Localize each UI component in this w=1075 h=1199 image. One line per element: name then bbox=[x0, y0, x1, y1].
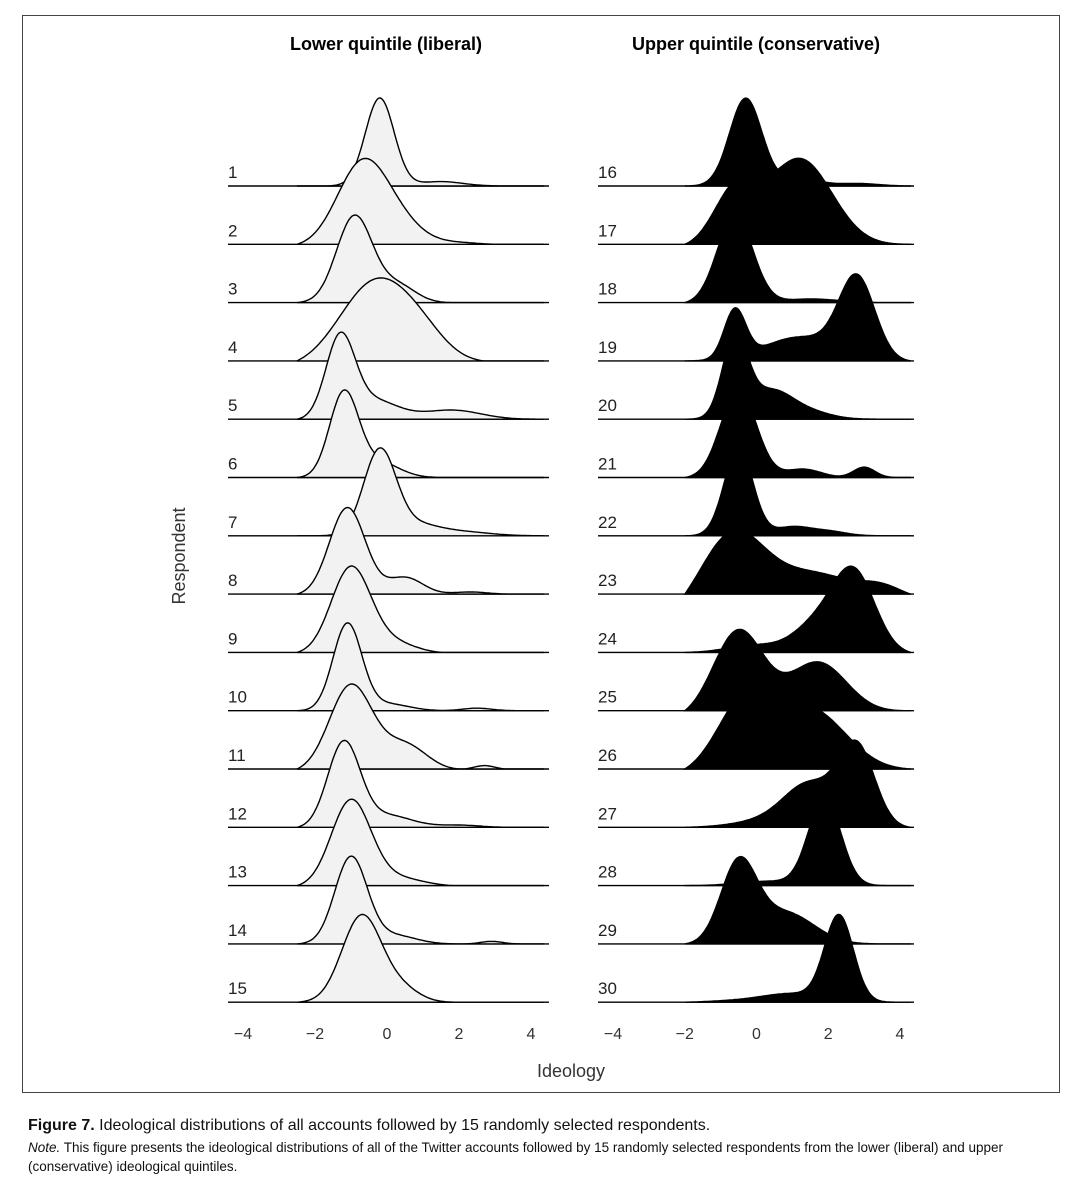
respondent-label-11: 11 bbox=[228, 746, 246, 765]
respondent-label-28: 28 bbox=[598, 863, 617, 882]
respondent-label-1: 1 bbox=[228, 163, 237, 182]
respondent-label-25: 25 bbox=[598, 688, 617, 707]
caption-note-label: Note. bbox=[28, 1140, 61, 1155]
ridge-15: 15 bbox=[228, 913, 549, 1003]
respondent-label-18: 18 bbox=[598, 280, 617, 299]
respondent-label-19: 19 bbox=[598, 338, 617, 357]
x-tick-label: 4 bbox=[896, 1026, 905, 1043]
density-curve-8 bbox=[296, 506, 549, 595]
respondent-label-26: 26 bbox=[598, 746, 617, 765]
density-curve-11 bbox=[296, 683, 549, 770]
density-curve-25 bbox=[682, 628, 911, 712]
density-curve-5 bbox=[296, 331, 549, 420]
density-curve-28 bbox=[684, 796, 911, 887]
ridge-27: 27 bbox=[598, 739, 914, 828]
ridgeline-chart: Lower quintile (liberal) Upper quintile … bbox=[169, 34, 914, 1081]
density-curve-9 bbox=[296, 565, 549, 654]
respondent-label-6: 6 bbox=[228, 455, 237, 474]
density-curve-4 bbox=[296, 277, 549, 362]
ridge-22: 22 bbox=[598, 447, 914, 537]
ridge-16: 16 bbox=[598, 97, 914, 187]
caption-figure-text: Ideological distributions of all account… bbox=[99, 1117, 711, 1134]
respondent-label-3: 3 bbox=[228, 280, 237, 299]
respondent-label-10: 10 bbox=[228, 688, 247, 707]
x-tick-label: 2 bbox=[824, 1026, 833, 1043]
x-tick-label: 0 bbox=[752, 1026, 761, 1043]
density-curve-27 bbox=[684, 739, 911, 828]
respondent-label-4: 4 bbox=[228, 338, 237, 357]
respondent-label-2: 2 bbox=[228, 221, 237, 240]
x-tick-label: −4 bbox=[604, 1026, 622, 1043]
density-curve-13 bbox=[296, 798, 549, 887]
ridge-29: 29 bbox=[598, 855, 914, 945]
respondent-label-5: 5 bbox=[228, 396, 237, 415]
x-tick-label: −2 bbox=[676, 1026, 694, 1043]
x-axis-title: Ideology bbox=[537, 1061, 605, 1081]
respondent-label-22: 22 bbox=[598, 513, 617, 532]
panel-title-conservative: Upper quintile (conservative) bbox=[632, 34, 880, 54]
respondent-label-14: 14 bbox=[228, 921, 247, 940]
ridge-5: 5 bbox=[228, 331, 549, 420]
figure-frame bbox=[22, 15, 1060, 1093]
ridge-1: 1 bbox=[228, 97, 549, 187]
y-axis-title: Respondent bbox=[169, 507, 189, 604]
caption-figure-label: Figure 7. bbox=[28, 1117, 95, 1134]
x-tick-label: −4 bbox=[234, 1026, 252, 1043]
respondent-label-24: 24 bbox=[598, 629, 617, 648]
x-tick-label: 0 bbox=[383, 1026, 392, 1043]
density-curve-29 bbox=[684, 855, 911, 945]
ridge-23: 23 bbox=[598, 529, 914, 595]
respondent-label-23: 23 bbox=[598, 571, 617, 590]
density-curve-30 bbox=[684, 913, 911, 1003]
respondent-label-30: 30 bbox=[598, 979, 617, 998]
respondent-label-9: 9 bbox=[228, 629, 237, 648]
density-curve-23 bbox=[683, 529, 912, 595]
panel-title-liberal: Lower quintile (liberal) bbox=[290, 34, 482, 54]
respondent-label-17: 17 bbox=[598, 221, 617, 240]
ridge-4: 4 bbox=[228, 277, 549, 362]
ridge-11: 11 bbox=[228, 683, 549, 770]
respondent-label-21: 21 bbox=[598, 455, 617, 474]
ridge-13: 13 bbox=[228, 798, 549, 887]
density-curve-18 bbox=[684, 215, 911, 304]
respondent-label-27: 27 bbox=[598, 804, 617, 823]
respondent-label-7: 7 bbox=[228, 513, 237, 532]
caption-note-text: This figure presents the ideological dis… bbox=[28, 1140, 1004, 1174]
ridge-30: 30 bbox=[598, 913, 914, 1003]
respondent-label-13: 13 bbox=[228, 863, 247, 882]
x-tick-label: 2 bbox=[455, 1026, 464, 1043]
respondent-label-15: 15 bbox=[228, 979, 247, 998]
respondent-label-8: 8 bbox=[228, 571, 237, 590]
respondent-label-12: 12 bbox=[228, 804, 247, 823]
density-curve-2 bbox=[296, 157, 549, 245]
x-tick-label: 4 bbox=[527, 1026, 536, 1043]
caption-note: Note. This figure presents the ideologic… bbox=[28, 1138, 1048, 1176]
caption-title: Figure 7. Ideological distributions of a… bbox=[28, 1116, 1048, 1136]
figure-caption: Figure 7. Ideological distributions of a… bbox=[28, 1116, 1048, 1176]
respondent-label-16: 16 bbox=[598, 163, 617, 182]
density-curve-1 bbox=[297, 97, 549, 187]
density-curve-22 bbox=[684, 447, 911, 537]
respondent-label-29: 29 bbox=[598, 921, 617, 940]
respondent-label-20: 20 bbox=[598, 396, 617, 415]
density-curve-15 bbox=[296, 913, 549, 1003]
ridge-9: 9 bbox=[228, 565, 549, 654]
density-curve-3 bbox=[296, 214, 549, 304]
ridge-7: 7 bbox=[228, 447, 549, 537]
x-tick-label: −2 bbox=[306, 1026, 324, 1043]
density-curve-6 bbox=[296, 389, 549, 479]
